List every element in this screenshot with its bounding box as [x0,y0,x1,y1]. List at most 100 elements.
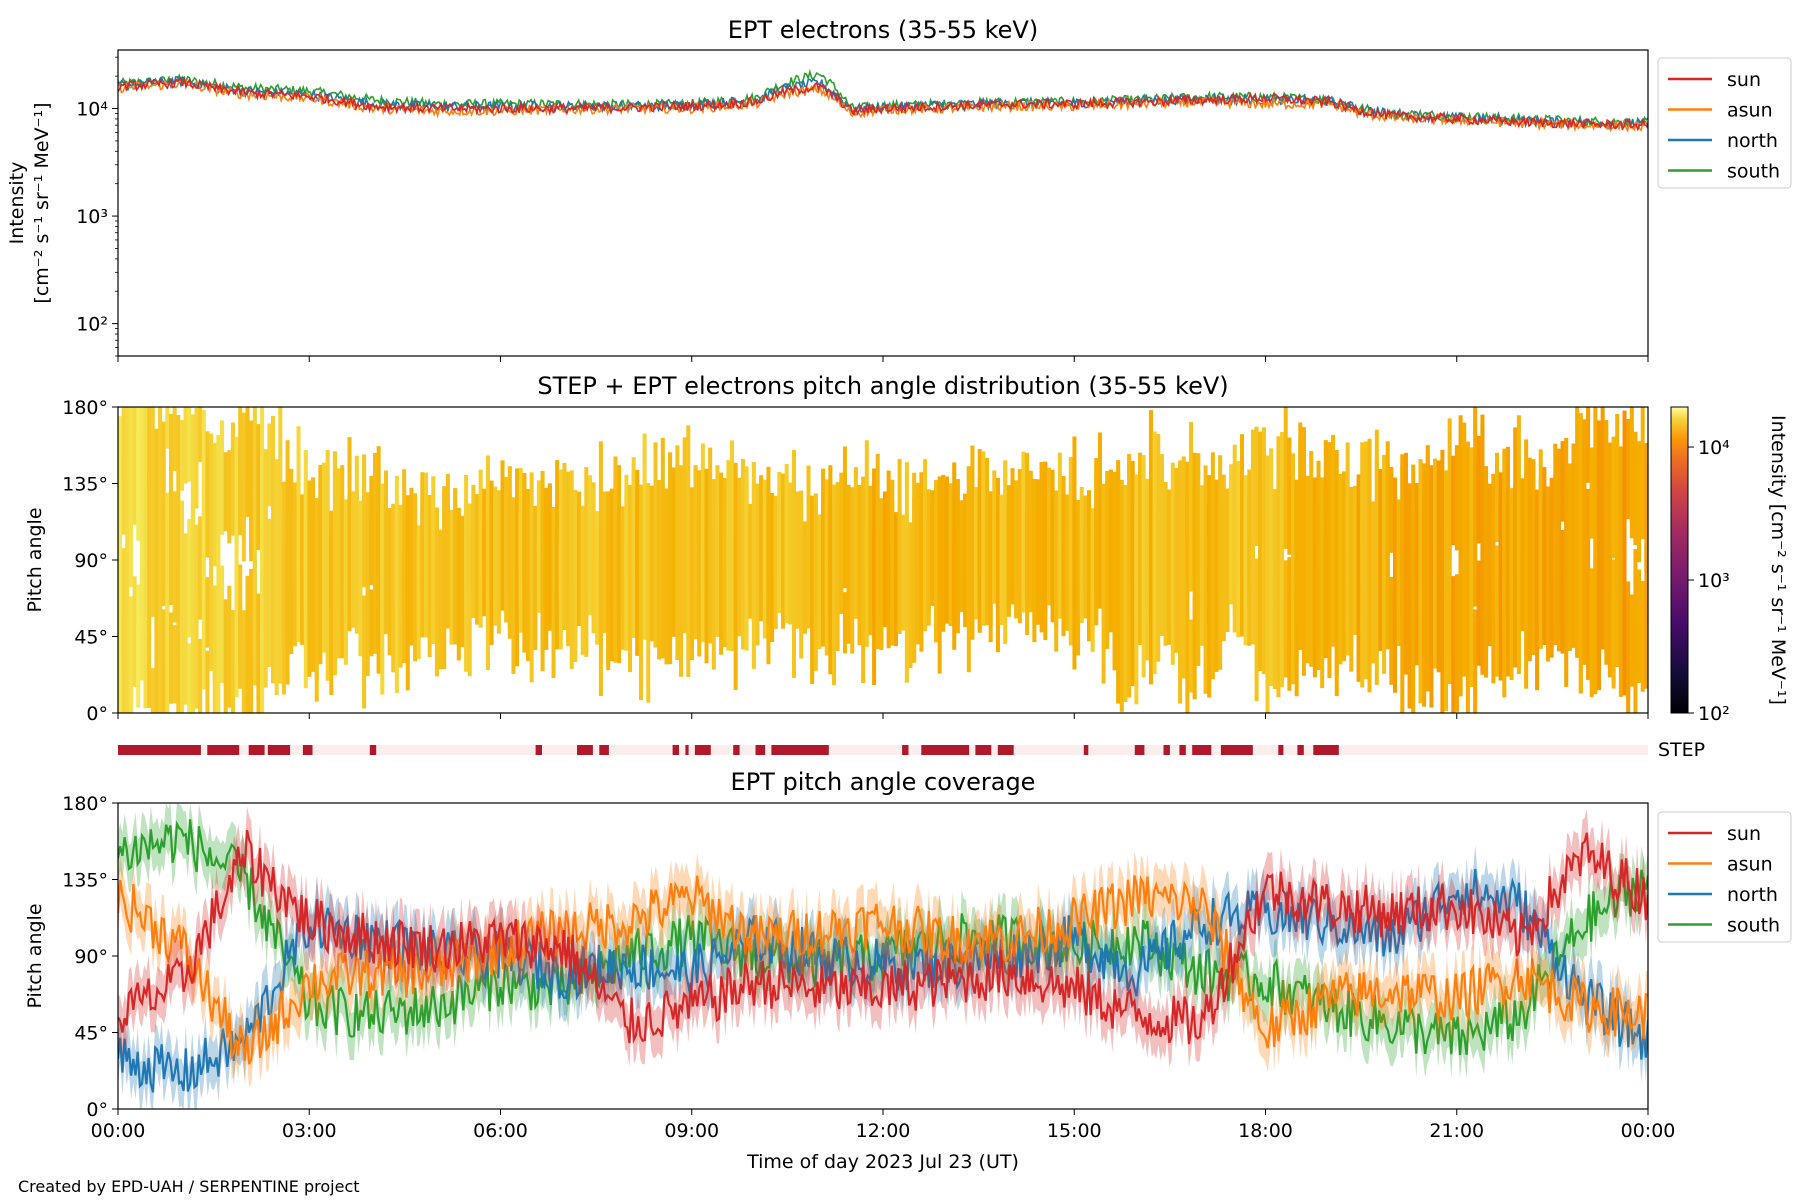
pad-cell [1072,543,1077,606]
pad-cell [1531,461,1536,596]
pad-cell [1458,569,1463,697]
pad-cell [1334,585,1339,697]
pad-cell [187,407,192,482]
pad-cell [912,497,917,617]
pad-cell [241,610,246,713]
pad-cell [322,462,327,530]
pad-cell [988,491,993,625]
pad-cell [1283,407,1288,532]
pad-cell [1192,512,1197,632]
pad-cell [1199,516,1204,584]
pad-cell [1593,530,1598,636]
pad-cell [1484,466,1489,545]
pad-cell [1637,447,1642,519]
pad-cell [664,488,669,551]
pad-cell [1440,479,1445,593]
intensity-line-sun [118,76,1648,132]
coverage-x-ticks: 00:00 03:00 06:00 09:00 12:00 15:00 18:00 21:00… [91,1109,1675,1142]
pad-cell [1280,547,1285,638]
coverage-band-asun [118,851,1648,1088]
pad-cell [1597,420,1602,524]
pad-cell [952,462,957,572]
pad-cell [1637,611,1642,683]
pad-cell [1440,596,1445,713]
legend-label-sun: sun [1727,823,1761,845]
pad-cell [617,521,622,613]
pad-cell [183,631,188,705]
pad-cell [1465,610,1470,713]
pad-cell [646,495,651,609]
pad-cell [751,462,756,566]
pad-cell [934,489,939,619]
pad-cell [857,497,862,565]
pad-cell [1513,596,1518,668]
pad-cell [1374,460,1379,570]
pad-cell [227,626,232,708]
pad-cell [1261,594,1266,675]
coverage-ytick-label: 135° [62,870,108,892]
pad-cell [420,472,425,592]
pad-cell [1225,488,1230,619]
pad-cell [1396,555,1401,647]
pad-cell [733,462,738,597]
legend-label-sun: sun [1727,69,1761,91]
pad-cell [1236,570,1241,636]
pad-cell [1640,581,1645,692]
pad-cell [198,407,203,463]
pad-cell [1422,615,1427,707]
pad-cell [314,572,319,702]
pad-cell [1247,520,1252,604]
pad-cell [169,612,174,704]
step-segment [1163,745,1170,755]
pad-cell [762,482,767,607]
pad-cell [1502,585,1507,698]
pad-cell [1221,474,1226,606]
pad-cell [850,504,855,582]
pad-cell [1210,564,1215,680]
pad-cell [657,539,662,629]
pad-cell [755,500,760,566]
pad-cell [1597,489,1602,572]
intensity-ylabel-line1: Intensity [6,162,28,245]
step-segment [975,745,992,755]
pad-cell [1527,591,1532,662]
pad-cell [1429,466,1434,539]
pad-cell [1582,482,1587,559]
pad-cell [1575,449,1580,563]
pad-cell [150,668,155,713]
pad-cell [1342,570,1347,662]
pad-cell [1414,559,1419,666]
pad-cell [1564,510,1569,585]
pad-cell [169,476,174,605]
pad-cell [974,487,979,620]
pad-cell [1403,511,1408,599]
pad-cell [1385,481,1390,603]
pad-cell [1451,463,1456,545]
pad-cell [1232,444,1237,555]
pad-cell [1101,563,1106,684]
pad-cell [1564,437,1569,512]
pad-cell [398,504,403,590]
pad-cell [937,538,942,619]
pad-cell [209,602,214,671]
pad-cell [1407,483,1412,555]
pad-cell [824,479,829,579]
pad-cell [558,537,563,650]
pad-cell [380,508,385,598]
pad-cell [515,468,520,568]
step-segment [694,745,711,755]
pad-cell [1487,483,1492,579]
pad-cell [209,433,214,510]
pad-cell [1272,574,1277,668]
pad-cell [183,546,188,679]
pad-cell [536,519,541,613]
pad-cell [587,513,592,597]
pad-cell [1356,580,1361,673]
intensity-panel: EPT electrons (35-55 keV) 10² 10³ 10⁴ Inte… [6,16,1792,362]
pad-cell [1578,467,1583,595]
pad-cell [1309,598,1314,667]
pad-cell [777,505,782,586]
pad-cell [245,426,250,491]
step-segment [207,745,240,755]
x-tick-label: 06:00 [473,1120,528,1142]
